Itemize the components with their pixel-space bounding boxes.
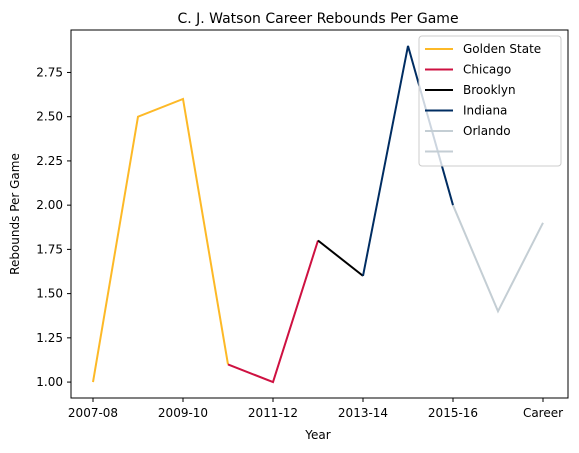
legend-label: Brooklyn: [463, 83, 516, 97]
legend-label: Indiana: [463, 104, 507, 118]
x-axis: 2007-08 2009-10 2011-12 2013-14 2015-16 Caree…: [68, 398, 563, 420]
legend-box: [418, 35, 562, 167]
series-line-golden-state: [92, 97, 229, 383]
y-tick-label: 1.00: [36, 375, 63, 389]
series-line-chicago: [227, 240, 319, 384]
y-tick-label: 1.25: [36, 331, 63, 345]
x-tick-label: 2013-14: [338, 406, 388, 420]
series-line-orlando: [452, 204, 544, 314]
x-axis-label: Year: [304, 428, 330, 442]
y-tick-label: 2.50: [36, 110, 63, 124]
y-axis-label: Rebounds Per Game: [8, 153, 22, 275]
y-tick-label: 1.50: [36, 287, 63, 301]
chart-title: C. J. Watson Career Rebounds Per Game: [177, 11, 458, 27]
x-tick-label: Career: [523, 406, 563, 420]
legend-label: Orlando: [463, 124, 511, 138]
x-tick-label: 2011-12: [248, 406, 298, 420]
series-line-brooklyn: [317, 239, 364, 277]
x-tick-label: 2009-10: [158, 406, 208, 420]
y-axis: 1.00 1.25 1.50 1.75 2.00 2.25 2.50 2.75: [36, 65, 71, 389]
legend-label: Chicago: [463, 63, 511, 77]
legend: Golden State Chicago Brooklyn Indiana Orland…: [418, 35, 562, 167]
y-tick-label: 2.00: [36, 198, 63, 212]
x-tick-label: 2007-08: [68, 406, 118, 420]
y-tick-label: 2.25: [36, 154, 63, 168]
x-tick-label: 2015-16: [428, 406, 478, 420]
legend-label: Golden State: [463, 42, 541, 56]
y-tick-label: 1.75: [36, 242, 63, 256]
plot-frame: [70, 29, 569, 399]
y-tick-label: 2.75: [36, 65, 63, 79]
